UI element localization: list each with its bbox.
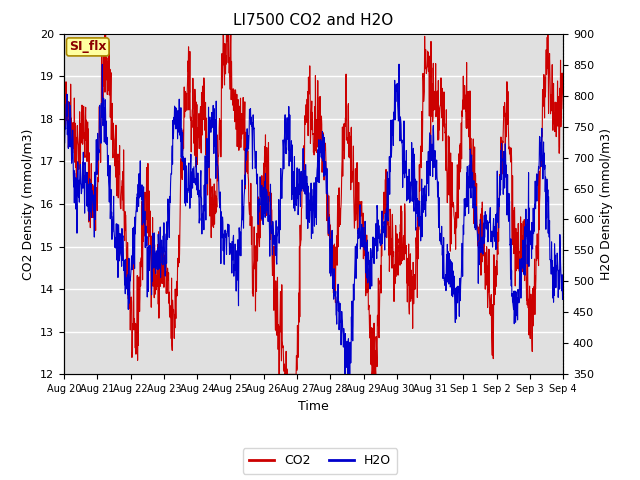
Y-axis label: CO2 Density (mmol/m3): CO2 Density (mmol/m3) bbox=[22, 128, 35, 280]
Title: LI7500 CO2 and H2O: LI7500 CO2 and H2O bbox=[234, 13, 394, 28]
Legend: CO2, H2O: CO2, H2O bbox=[243, 448, 397, 474]
Y-axis label: H2O Density (mmol/m3): H2O Density (mmol/m3) bbox=[600, 128, 612, 280]
X-axis label: Time: Time bbox=[298, 400, 329, 413]
Text: SI_flx: SI_flx bbox=[69, 40, 106, 53]
